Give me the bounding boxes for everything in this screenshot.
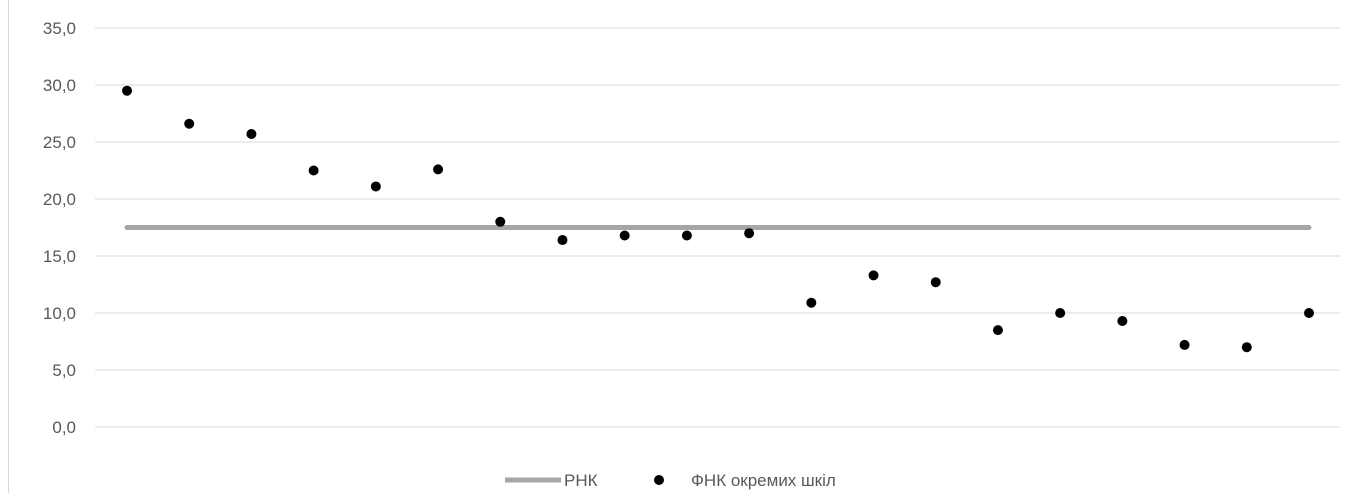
data-point	[619, 230, 630, 241]
y-tick-label: 30,0	[43, 76, 76, 95]
data-point	[495, 216, 506, 227]
data-point	[433, 164, 444, 175]
grid-lines	[95, 27, 1340, 428]
data-point	[806, 297, 817, 308]
data-point	[681, 230, 692, 241]
data-point	[930, 277, 941, 288]
data-point	[122, 85, 132, 96]
data-point	[1179, 339, 1190, 350]
data-point	[557, 235, 568, 246]
y-tick-label: 15,0	[43, 247, 76, 266]
data-point	[308, 165, 319, 176]
y-tick-label: 5,0	[52, 361, 76, 380]
data-point	[1304, 308, 1314, 318]
data-point	[992, 325, 1003, 336]
data-point	[370, 181, 381, 192]
fnk-series	[122, 85, 1314, 353]
y-axis-tick-labels: 0,0 5,0 10,0 15,0 20,0 25,0 30,0 35,0	[43, 19, 76, 437]
legend: РНК ФНК окремих шкіл	[505, 471, 836, 490]
y-tick-label: 10,0	[43, 304, 76, 323]
data-point	[1117, 315, 1128, 326]
y-tick-label: 35,0	[43, 19, 76, 38]
y-tick-label: 20,0	[43, 190, 76, 209]
legend-fnk-label: ФНК окремих шкіл	[691, 471, 836, 490]
data-point	[1241, 342, 1252, 353]
data-point	[184, 118, 195, 129]
legend-fnk-marker	[654, 475, 664, 485]
y-tick-label: 25,0	[43, 133, 76, 152]
data-point	[1055, 308, 1066, 318]
data-point	[246, 129, 257, 140]
legend-rnk-label: РНК	[564, 471, 598, 490]
data-point	[744, 228, 755, 239]
data-point	[868, 270, 879, 281]
y-tick-label: 0,0	[52, 418, 76, 437]
chart-left-border	[8, 0, 9, 493]
